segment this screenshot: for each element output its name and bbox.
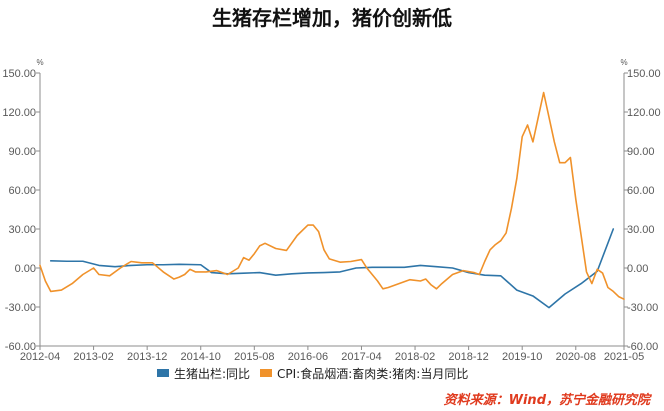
x-axis-tick-label: 2016-06 — [288, 351, 328, 363]
x-axis-tick-label: 2013-12 — [127, 351, 167, 363]
left-axis-tick-label: 0.00 — [15, 263, 36, 275]
source-note: 资料来源：Wind，苏宁金融研究院 — [444, 392, 653, 408]
right-axis-tick-label: 150.00 — [627, 68, 661, 80]
left-axis-unit: % — [36, 58, 43, 67]
left-axis-tick-label: -30.00 — [5, 302, 36, 314]
legend-swatch — [260, 369, 272, 377]
x-axis-tick-label: 2019-10 — [502, 351, 542, 363]
x-axis-tick-label: 2014-10 — [181, 351, 221, 363]
right-axis-tick-label: 120.00 — [627, 107, 661, 119]
left-axis-tick-label: 30.00 — [8, 224, 36, 236]
left-axis-tick-label: 150.00 — [2, 68, 36, 80]
x-axis-tick-label: 2015-08 — [234, 351, 274, 363]
right-axis-tick-label: 30.00 — [627, 224, 655, 236]
right-axis-tick-label: -60.00 — [627, 341, 658, 353]
right-axis-tick-label: -30.00 — [627, 302, 658, 314]
right-axis-tick-label: 60.00 — [627, 185, 655, 197]
x-axis-tick-label: 2020-08 — [556, 351, 596, 363]
series-layer — [39, 91, 625, 309]
right-axis-tick-label: 90.00 — [627, 146, 655, 158]
left-axis-tick-label: 90.00 — [8, 146, 36, 158]
x-axis-tick-label: 2012-04 — [20, 351, 60, 363]
x-axis-tick-label: 2017-04 — [341, 351, 381, 363]
chart-title: 生猪存栏增加，猪价创新低 — [212, 6, 452, 30]
right-axis-tick-label: 0.00 — [627, 263, 648, 275]
left-axis-tick-label: -60.00 — [5, 341, 36, 353]
hog-slaughter-yoy-line — [49, 228, 615, 309]
x-axis-tick-label: 2018-02 — [395, 351, 435, 363]
left-axis-tick-label: 120.00 — [2, 107, 36, 119]
axes: 150.00 120.00 90.00 60.00 30.00 0.00 -30.00 -60… — [2, 68, 660, 363]
pork-cpi-yoy-line — [39, 91, 625, 300]
legend: 生猪出栏:同比 CPI:食品烟酒:畜肉类:猪肉:当月同比 — [157, 366, 468, 381]
x-axis-tick-label: 2013-02 — [73, 351, 113, 363]
right-axis-unit: % — [620, 58, 627, 67]
x-axis-tick-label: 2021-05 — [604, 351, 644, 363]
legend-swatch — [157, 369, 169, 377]
left-axis-tick-label: 60.00 — [8, 185, 36, 197]
legend-label: CPI:食品烟酒:畜肉类:猪肉:当月同比 — [277, 366, 468, 381]
x-axis-tick-label: 2018-12 — [448, 351, 488, 363]
legend-label: 生猪出栏:同比 — [174, 366, 250, 381]
